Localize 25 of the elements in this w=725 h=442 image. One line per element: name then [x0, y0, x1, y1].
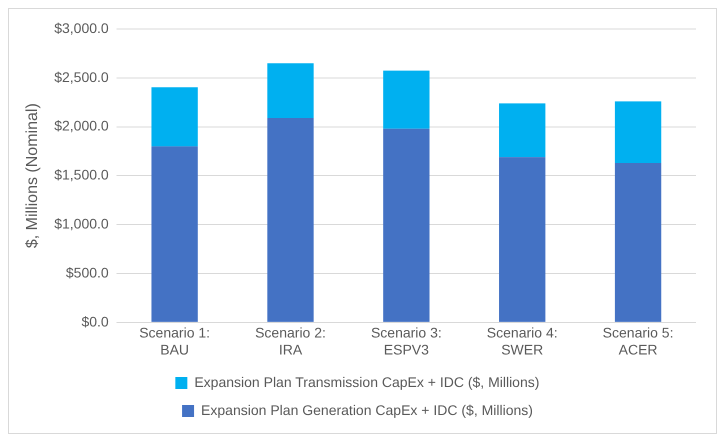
bar [267, 118, 314, 322]
bar [151, 146, 198, 322]
x-tick-label: Scenario 4: SWER [486, 324, 558, 358]
bar [614, 162, 662, 322]
bar [267, 63, 314, 118]
bar [499, 103, 546, 158]
legend-label: Expansion Plan Transmission CapEx + IDC ($, Millions) [194, 374, 540, 390]
y-tick-label: $500.0 [66, 264, 109, 280]
y-axis-title: $, Millions (Nominal) [24, 103, 42, 248]
y-tick-label: $0.0 [81, 313, 109, 330]
y-tick-label: $2,500.0 [54, 68, 109, 85]
bar [383, 128, 430, 322]
bar [614, 101, 662, 163]
y-tick-label: $1,000.0 [54, 215, 109, 232]
y-tick-label: $2,000.0 [54, 118, 109, 134]
y-tick-label: $3,000.0 [54, 20, 109, 36]
x-tick-label: Scenario 1: BAU [139, 324, 210, 358]
legend-label: Expansion Plan Generation CapEx + IDC ($, Millions) [201, 402, 533, 418]
y-tick-label: $1,500.0 [54, 166, 109, 183]
bar [383, 70, 430, 129]
x-tick-label: Scenario 5: ACER [602, 324, 674, 358]
x-tick-label: Scenario 2: IRA [255, 324, 326, 358]
x-tick-label: Scenario 3: ESPV3 [370, 324, 442, 358]
bar [499, 157, 546, 322]
bar [151, 87, 198, 146]
